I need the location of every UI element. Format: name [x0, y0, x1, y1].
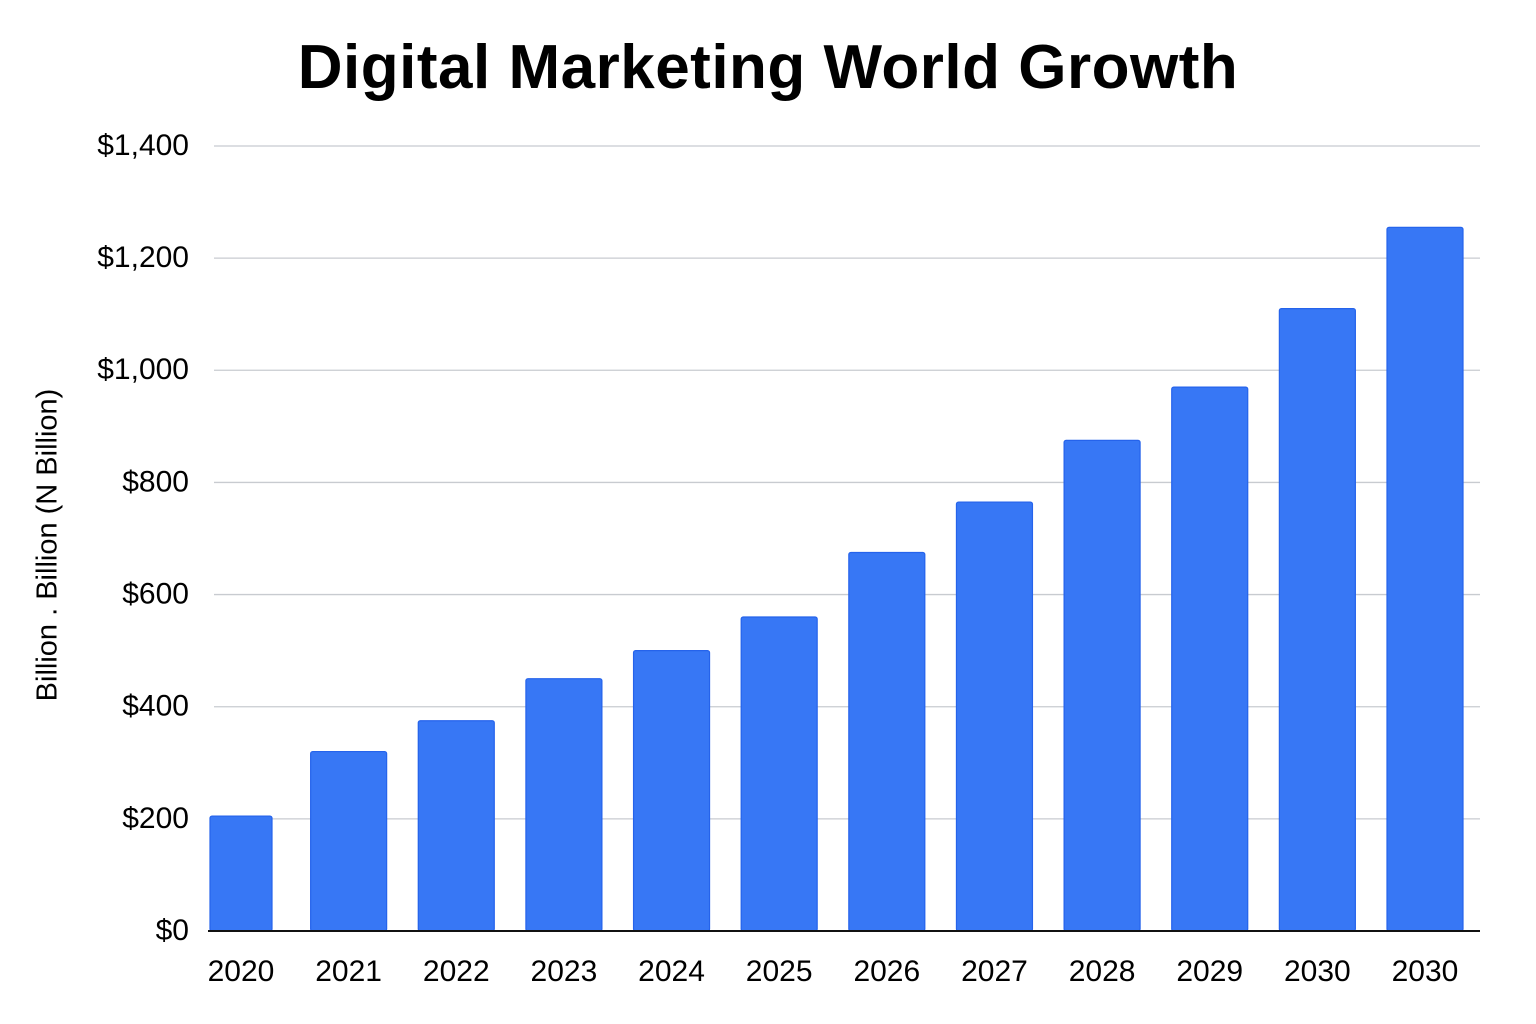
- y-tick-label: $1,200: [97, 241, 189, 274]
- x-tick-label: 2030: [1284, 955, 1351, 988]
- x-axis-ticks: 2020 2021 2022 2023 2024 2025 2026 2027 2028 2029…: [208, 955, 1459, 988]
- bar-2026: [848, 551, 926, 932]
- y-tick-label: $200: [122, 802, 189, 835]
- bar-2023: [525, 678, 603, 932]
- x-tick-label: 2027: [961, 955, 1028, 988]
- bar-2030: [1278, 308, 1356, 932]
- bars: [209, 226, 1464, 932]
- bar-2030-b: [1386, 226, 1464, 932]
- y-tick-label: $400: [122, 690, 189, 723]
- bar-2028: [1063, 439, 1141, 932]
- y-tick-label: $600: [122, 577, 189, 610]
- x-tick-label: 2023: [531, 955, 598, 988]
- bar-2027: [955, 501, 1034, 932]
- y-tick-label: $0: [156, 914, 189, 947]
- y-axis-ticks: $0 $200 $400 $600 $800 $1,000 $1,200 $1,400: [97, 129, 189, 947]
- x-tick-label: 2029: [1176, 955, 1243, 988]
- y-tick-label: $800: [122, 465, 189, 498]
- chart-title: Digital Marketing World Growth: [297, 33, 1239, 102]
- x-tick-label: 2020: [208, 955, 275, 988]
- x-tick-label: 2022: [423, 955, 490, 988]
- x-tick-label: 2025: [746, 955, 813, 988]
- bar-2024: [632, 650, 711, 932]
- x-tick-label: 2026: [853, 955, 920, 988]
- bar-2029: [1171, 386, 1249, 932]
- y-tick-label: $1,400: [97, 129, 189, 162]
- bar-2020: [209, 815, 273, 932]
- x-tick-label: 2024: [638, 955, 705, 988]
- y-tick-label: $1,000: [97, 353, 189, 386]
- x-tick-label: 2028: [1069, 955, 1136, 988]
- bar-2021: [310, 750, 388, 932]
- x-tick-label: 2030: [1392, 955, 1459, 988]
- bar-2022: [417, 720, 495, 932]
- bar-2025: [740, 616, 818, 932]
- x-tick-label: 2021: [315, 955, 382, 988]
